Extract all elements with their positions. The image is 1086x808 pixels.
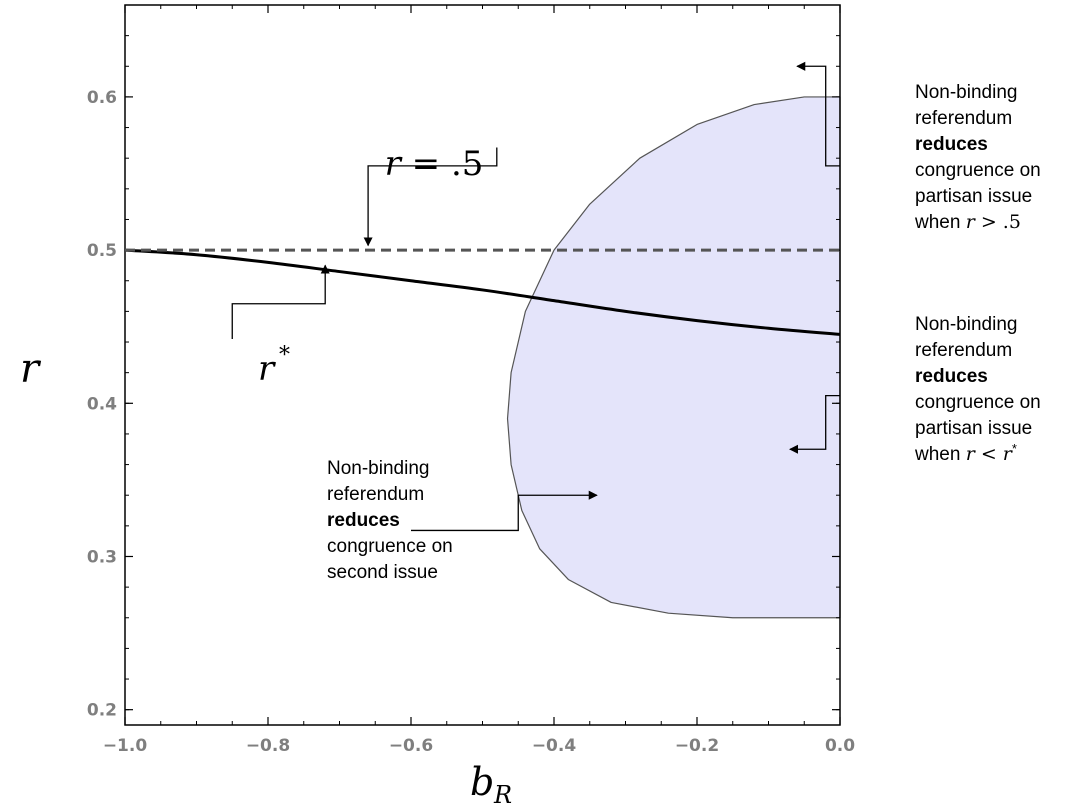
- x-tick-label: −1.0: [103, 736, 148, 756]
- y-tick-label: 0.6: [87, 88, 117, 108]
- region-layer: [506, 96, 841, 619]
- annotation-line: reduces: [327, 510, 400, 531]
- x-axis-label-subscript: R: [493, 781, 512, 808]
- annotation-arrow-top: [796, 61, 840, 167]
- annotation-label-r-half: r = .5: [385, 144, 484, 184]
- annotation-arrow-left: [411, 490, 598, 532]
- annotation-line: reduces: [915, 134, 988, 155]
- annotation-line: r: [966, 211, 977, 233]
- annotation-line: <: [975, 443, 1003, 465]
- annotation-layer: Non-binding referendum reduces congruence o…: [231, 61, 1041, 583]
- y-tick-label: 0.2: [87, 701, 117, 721]
- annotation-line: > .5: [975, 211, 1021, 233]
- x-tick-label: −0.8: [246, 736, 290, 756]
- annotation-text-left: Non-binding referendum reduces congruence o…: [327, 458, 453, 583]
- annotation-text-top: Non-binding referendum reduces congruence o…: [914, 82, 1041, 233]
- y-tick-label: 0.5: [87, 241, 117, 261]
- label-part: = .5: [401, 144, 484, 184]
- y-tick-label: 0.3: [87, 547, 117, 567]
- y-axis-label: r: [20, 346, 42, 392]
- annotation-line: referendum: [915, 108, 1012, 129]
- annotation-arrow-r_star: [231, 264, 330, 339]
- annotation-arrow-right: [789, 394, 840, 454]
- annotation-line: congruence on: [915, 160, 1041, 181]
- x-tick-label: −0.6: [389, 736, 433, 756]
- annotation-line: referendum: [915, 340, 1012, 361]
- annotation-line: Non-binding: [915, 82, 1017, 103]
- annotation-line: reduces: [915, 366, 988, 387]
- annotation-line: r: [1003, 443, 1014, 465]
- annotation-line: Non-binding: [327, 458, 429, 479]
- annotation-line: congruence on: [915, 392, 1041, 413]
- y-tick-label: 0.4: [87, 394, 117, 414]
- x-axis-label: b: [470, 760, 494, 804]
- annotation-line: when: [914, 444, 966, 465]
- annotation-text-right: Non-binding referendum reduces congruence o…: [914, 314, 1041, 465]
- axis-label-layer: r = .5r *rb R: [20, 144, 512, 808]
- series-line-r-star: [124, 248, 841, 336]
- series-layer: [124, 248, 841, 336]
- x-tick-label: −0.2: [675, 736, 719, 756]
- annotation-line: referendum: [327, 484, 424, 505]
- axes-layer: −1.0 −0.8 −0.6 −0.4 −0.2 0.0 0.2 0.3 0.4 0.5 0.6: [87, 4, 855, 756]
- annotation-line: Non-binding: [915, 314, 1017, 335]
- annotation-arrow-r_half: [363, 147, 498, 247]
- label-part: r: [385, 144, 403, 184]
- annotation-line: r: [966, 443, 977, 465]
- annotation-line: *: [1012, 441, 1017, 456]
- annotation-line: partisan issue: [915, 186, 1032, 207]
- annotation-line: when: [914, 212, 966, 233]
- annotation-label-r-star-sup: *: [279, 343, 290, 368]
- shaded-region: [506, 96, 841, 619]
- annotation-line: partisan issue: [915, 418, 1032, 439]
- annotation-line: congruence on: [327, 536, 453, 557]
- x-tick-label: 0.0: [825, 736, 855, 756]
- x-tick-label: −0.4: [532, 736, 577, 756]
- annotation-line: second issue: [327, 562, 438, 583]
- annotation-label-r-star: r: [258, 349, 276, 389]
